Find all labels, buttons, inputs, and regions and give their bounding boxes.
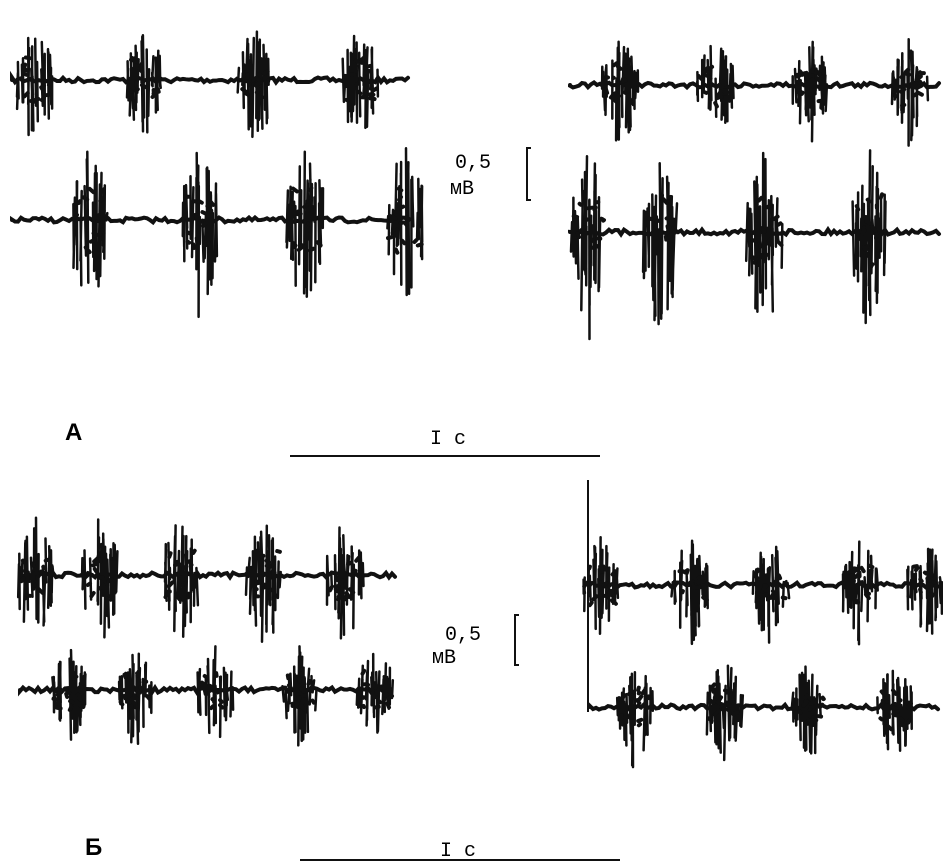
- amplitude-value: 0,5: [455, 152, 491, 175]
- emg-trace: [906, 547, 943, 635]
- emg-trace: [846, 563, 875, 605]
- emg-trace: [851, 149, 887, 325]
- emg-trace: [696, 44, 735, 124]
- emg-trace: [696, 64, 730, 109]
- amplitude-bar: [526, 147, 531, 201]
- emg-trace: [118, 671, 152, 710]
- emg-trace: [891, 67, 926, 108]
- emg-trace: [854, 192, 884, 270]
- emg-trace: [163, 524, 200, 638]
- emg-trace: [196, 645, 235, 739]
- emg-trace: [360, 668, 394, 710]
- emg-trace: [647, 193, 675, 265]
- emg-trace: [571, 200, 606, 251]
- emg-trace: [184, 194, 216, 250]
- emg-trace: [181, 151, 219, 319]
- emg-trace: [289, 186, 323, 253]
- emg-trace: [753, 567, 788, 601]
- emg-trace: [21, 55, 52, 104]
- emg-trace: [18, 557, 52, 598]
- emg-trace: [619, 685, 651, 728]
- emg-trace: [236, 30, 270, 139]
- emg-trace: [51, 674, 86, 712]
- amplitude-bar: [514, 614, 519, 666]
- emg-trace: [199, 671, 225, 711]
- emg-trace: [285, 671, 316, 712]
- emg-trace: [128, 56, 161, 99]
- emg-trace: [72, 186, 105, 255]
- emg-trace: [285, 150, 325, 299]
- emg-trace: [794, 69, 826, 110]
- panel-label: А: [65, 419, 82, 446]
- emg-trace: [252, 549, 282, 602]
- amplitude-unit: мВ: [432, 647, 456, 670]
- emg-trace: [10, 70, 410, 86]
- emg-trace: [750, 195, 784, 265]
- emg-trace: [670, 539, 709, 646]
- emg-trace: [344, 56, 379, 103]
- emg-trace: [707, 682, 740, 723]
- emg-trace: [677, 568, 709, 603]
- panel-label: Б: [85, 834, 102, 861]
- amplitude-unit: мВ: [450, 178, 474, 201]
- emg-trace: [72, 150, 109, 288]
- emg-trace: [878, 688, 913, 732]
- emg-trace: [328, 555, 361, 602]
- emg-trace: [615, 671, 655, 769]
- emg-trace: [582, 564, 618, 608]
- emg-trace: [790, 665, 822, 755]
- emg-trace: [386, 186, 424, 255]
- emg-trace: [85, 551, 117, 599]
- emg-trace: [797, 693, 826, 727]
- time-scale-label: I c: [440, 840, 476, 863]
- time-scale-label: I c: [430, 428, 466, 451]
- emg-trace: [604, 61, 633, 106]
- emg-trace: [841, 540, 879, 646]
- emg-trace: [15, 36, 54, 137]
- emg-trace: [890, 37, 930, 147]
- emg-trace: [240, 58, 271, 105]
- emg-trace: [341, 34, 380, 130]
- traces: [10, 30, 943, 769]
- amplitude-value: 0,5: [445, 624, 481, 647]
- emg-trace: [163, 548, 197, 602]
- emg-trace: [911, 564, 937, 600]
